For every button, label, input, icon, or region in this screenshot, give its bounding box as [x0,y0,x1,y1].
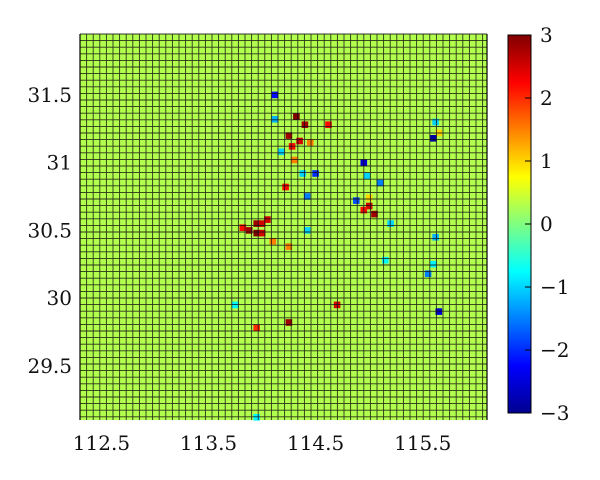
y-tick-label: 29.5 [27,354,72,378]
heatmap-cell [253,324,260,332]
y-tick-label: 30 [47,286,72,310]
colorbar-tick-label: −3 [540,401,569,425]
heatmap-cell [303,227,311,234]
heatmap-cell [312,170,319,177]
colorbar-ticks: 3 2 1 0 −1 −2 −3 [525,23,569,425]
y-tick-label: 30.5 [27,218,72,242]
heatmap-cell [303,193,311,200]
heatmap-cell [264,216,271,223]
heatmap-cell [432,233,439,241]
heatmap-cell [271,116,279,123]
heatmap-cell [296,137,303,145]
y-tick-label: 31 [47,151,72,175]
plot-area [79,33,488,421]
heatmap-cell [239,224,247,231]
heatmap-cell [245,227,253,234]
x-tick-label: 115.5 [394,431,451,455]
heatmap-cell [371,210,378,218]
heatmap-cell [285,132,293,139]
heatmap-cell [269,237,277,245]
heatmap-cell [253,414,260,421]
heatmap-cell [282,183,289,191]
y-axis-ticks: 29.5 30 30.5 31 31.5 [27,83,72,378]
heatmap-cell [376,179,384,187]
heatmap-cell [432,118,439,126]
x-tick-label: 113.5 [180,431,237,455]
heatmap-cell [253,229,260,237]
colorbar-tick-label: 3 [540,23,553,47]
colorbar-tick-label: 1 [540,149,553,173]
colorbar-tick-label: −1 [540,275,569,299]
heatmap-cell [285,319,293,326]
heatmap-cell [271,91,279,99]
heatmap-cell [285,243,293,250]
heatmap-cell [253,220,260,227]
heatmap-cell [365,194,373,202]
heatmap-cell [430,260,437,268]
heatmap-cell [301,121,309,128]
heatmap-cell [424,270,432,277]
heatmap-cell [363,172,371,180]
colorbar-tick-label: −2 [540,338,569,362]
heatmap-cell [290,156,298,164]
heatmap-cell [258,229,266,237]
x-tick-label: 114.5 [287,431,344,455]
x-tick-label: 112.5 [73,431,130,455]
heatmap-cell [325,121,332,128]
y-tick-label: 31.5 [27,83,72,107]
heatmap-cell [258,220,266,227]
heatmap-cell [430,135,437,142]
colorbar-tick-label: 0 [540,212,553,236]
x-axis-ticks: 112.5 113.5 114.5 115.5 [73,431,452,455]
heatmap-cell [293,113,300,120]
colorbar-tick-label: 2 [540,86,553,110]
colorbar: 3 2 1 0 −1 −2 −3 [507,23,569,425]
heatmap-cell [278,148,285,156]
heatmap-cell [382,256,389,264]
heatmap-background [80,34,487,420]
heatmap-cell [299,170,307,177]
heatmap-cell [307,139,314,146]
heatmap-cell [353,197,360,204]
